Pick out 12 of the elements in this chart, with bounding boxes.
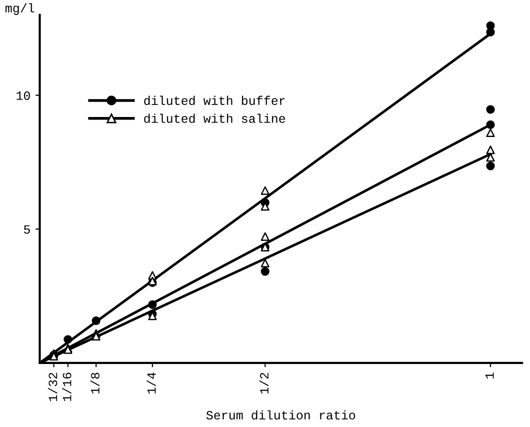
x-tick-label: 1/8: [90, 372, 100, 394]
x-tick-label: 1: [485, 372, 494, 379]
y-axis-title: mg/l: [6, 3, 34, 15]
y-tick-label: 10: [16, 91, 30, 100]
legend-label: diluted with buffer: [144, 96, 285, 106]
x-axis-title: Serum dilution ratio: [206, 410, 356, 420]
x-tick-label: 1/4: [146, 372, 156, 394]
legend-label: diluted with saline: [144, 114, 286, 123]
y-tick-label: 5: [24, 225, 30, 234]
x-tick-label: 1/2: [259, 372, 268, 394]
x-tick-label: 1/32: [48, 372, 58, 402]
x-tick-label: 1/16: [62, 372, 72, 402]
